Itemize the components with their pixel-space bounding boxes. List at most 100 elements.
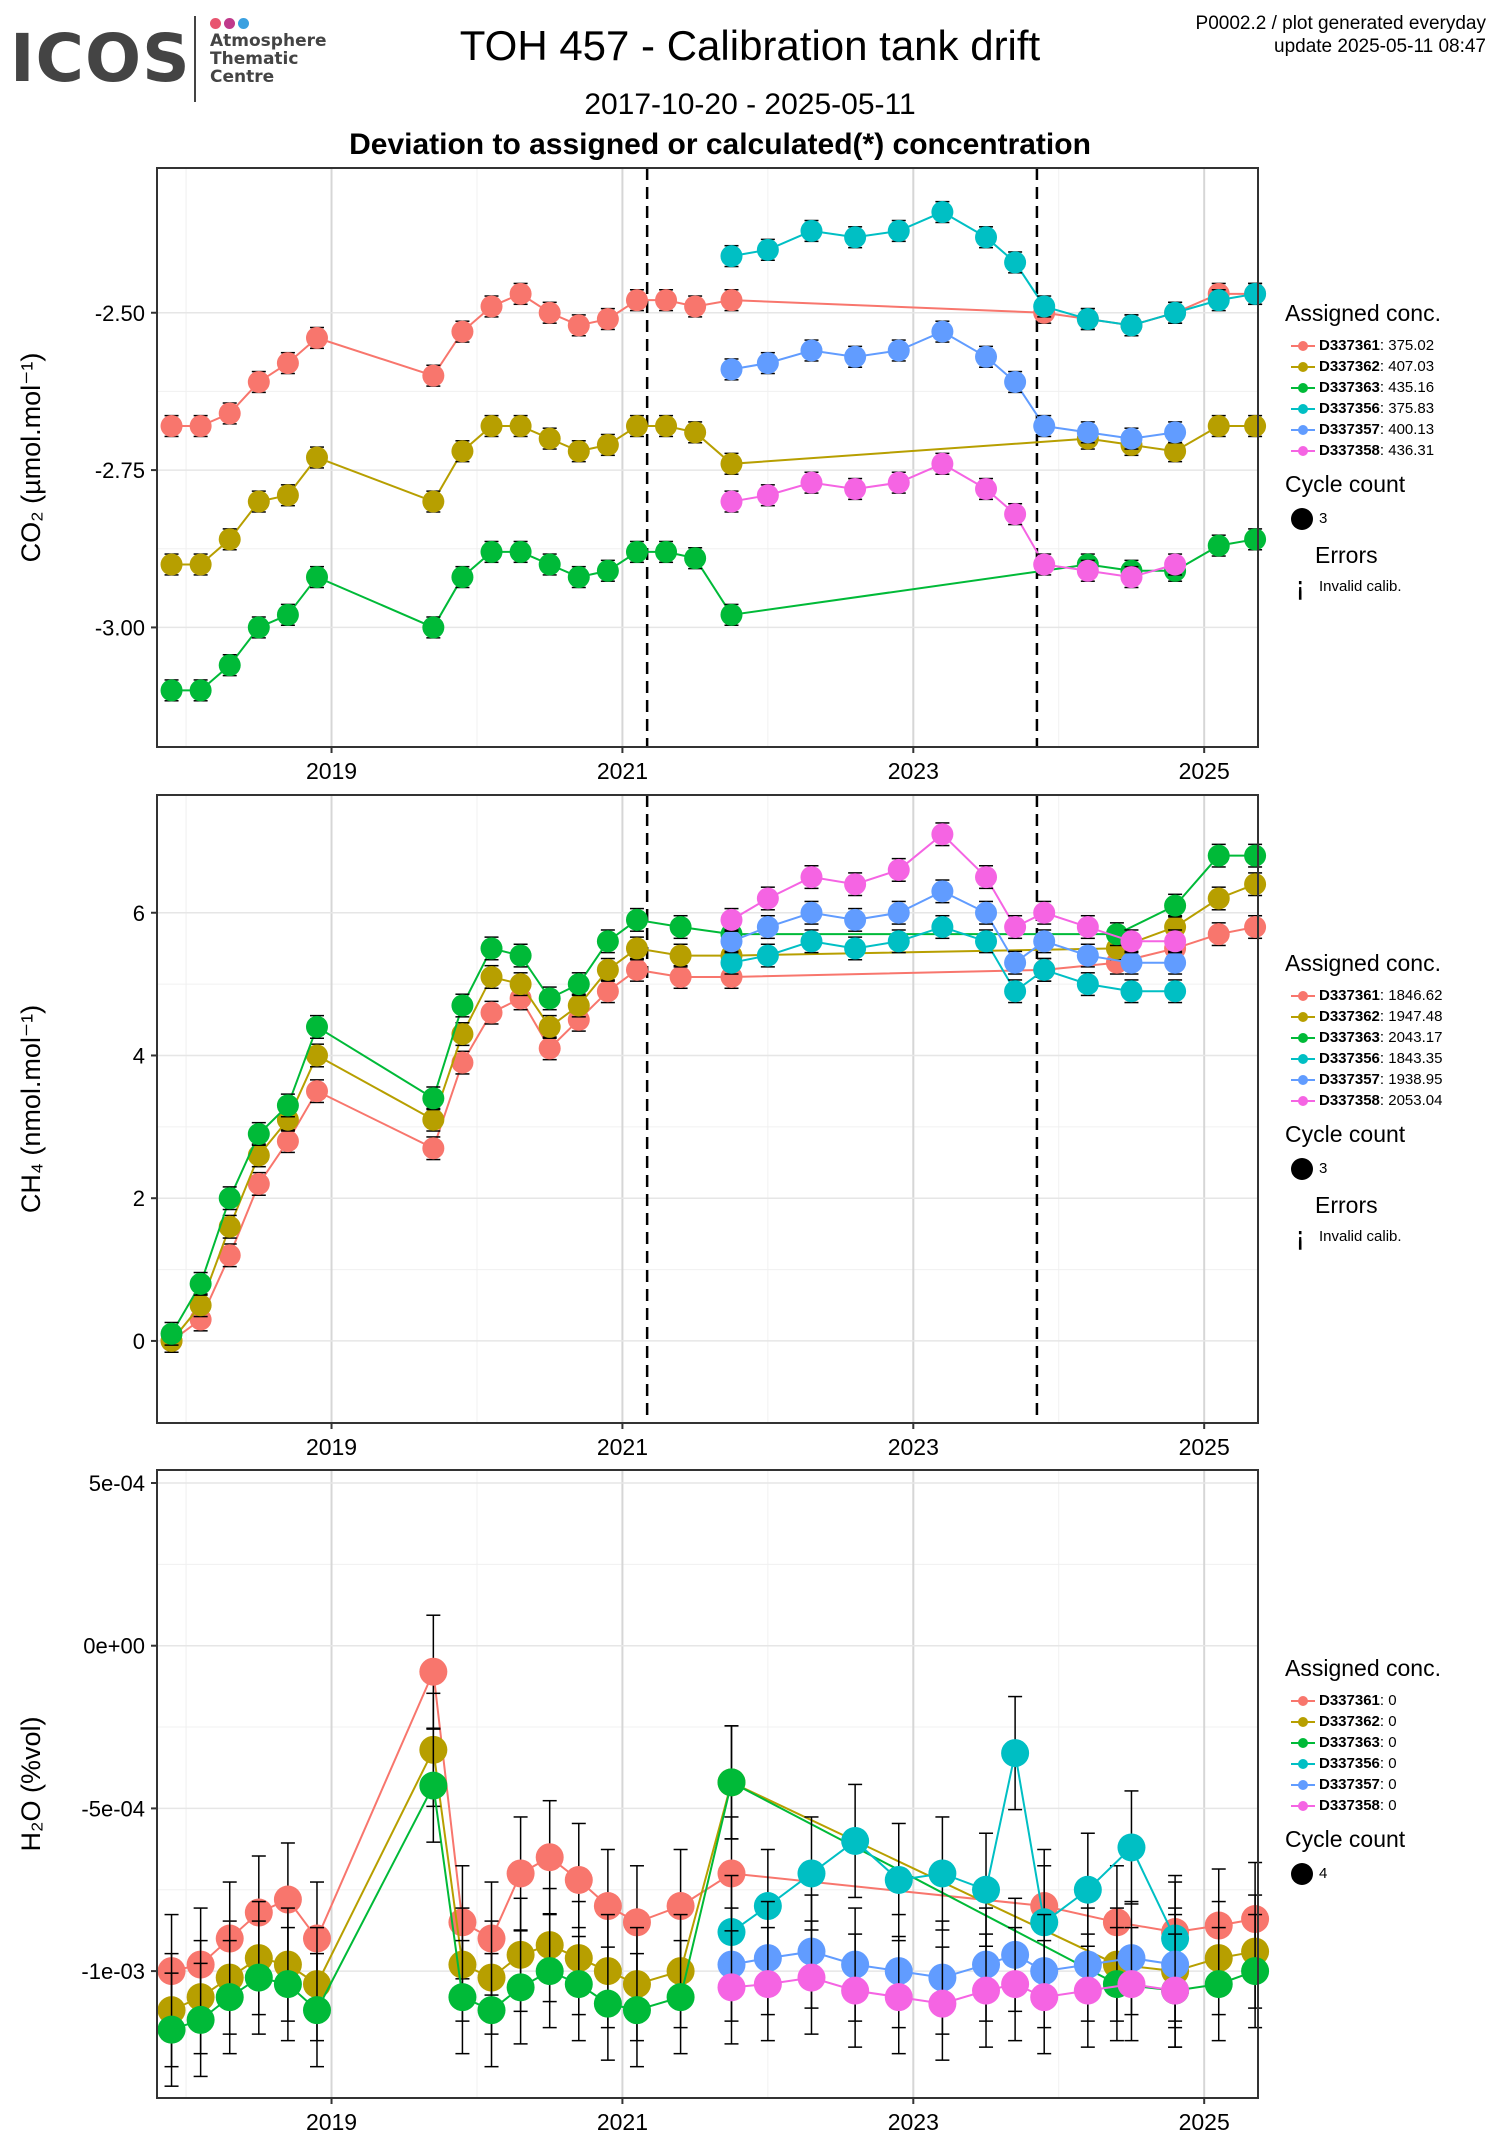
legend-entry: D337363: 0 xyxy=(1285,1732,1441,1753)
data-point xyxy=(564,1970,593,1999)
data-point xyxy=(451,1051,474,1074)
errors-title: Errors xyxy=(1315,1192,1378,1218)
data-point xyxy=(1164,980,1187,1003)
legend-swatch xyxy=(1291,341,1315,351)
data-point xyxy=(720,603,743,626)
data-point xyxy=(684,547,707,570)
legend-tank-value: 436.31 xyxy=(1388,442,1435,459)
legend-tank-id: D337362 xyxy=(1319,358,1380,375)
data-point xyxy=(844,226,867,249)
data-point xyxy=(1164,440,1187,463)
data-point xyxy=(538,987,561,1010)
x-tick-label: 2019 xyxy=(306,1434,357,1460)
data-point xyxy=(717,1768,746,1797)
generation-meta: P0002.2 / plot generated everyday update… xyxy=(1196,12,1486,58)
legend-tank-id: D337358 xyxy=(1319,442,1380,459)
legend-tank-value: 407.03 xyxy=(1388,358,1435,375)
data-point xyxy=(419,1657,448,1686)
x-tick-label: 2025 xyxy=(1179,2109,1230,2135)
legend-tank-value: 2053.04 xyxy=(1388,1092,1443,1109)
legend-tank-value: 435.16 xyxy=(1388,379,1435,396)
data-point xyxy=(1117,1970,1146,1999)
data-point xyxy=(841,1976,870,2005)
data-point xyxy=(189,679,212,702)
invalid-calib-icon: ¡ xyxy=(1295,1222,1306,1252)
data-point xyxy=(1033,901,1056,924)
series-D337357 xyxy=(720,879,1187,975)
data-point xyxy=(480,415,503,438)
legend-tank-id: D337361 xyxy=(1319,337,1380,354)
data-point xyxy=(1241,1957,1270,1986)
legend-tank-value: 400.13 xyxy=(1388,421,1435,438)
data-point xyxy=(622,1996,651,2025)
data-point xyxy=(509,944,532,967)
data-point xyxy=(1120,314,1143,337)
series-D337361 xyxy=(160,914,1267,1353)
data-point xyxy=(1076,944,1099,967)
data-point xyxy=(1004,503,1027,526)
data-point xyxy=(1244,415,1267,438)
series-D337363 xyxy=(160,843,1267,1346)
y-tick-label: 0e+00 xyxy=(83,1634,145,1659)
x-tick-label: 2021 xyxy=(597,758,648,784)
legend-entry: D337361: 0 xyxy=(1285,1690,1441,1711)
data-point xyxy=(669,916,692,939)
cycle-count-title: Cycle count xyxy=(1285,1121,1406,1147)
data-point xyxy=(596,559,619,582)
data-point xyxy=(844,345,867,368)
icos-logo: ICOS Atmosphere Thematic Centre xyxy=(10,14,340,104)
series-D337362 xyxy=(160,872,1267,1353)
x-tick-label: 2021 xyxy=(597,2109,648,2135)
data-point xyxy=(625,908,648,931)
errors-title: Errors xyxy=(1315,542,1378,568)
data-point xyxy=(844,908,867,931)
series-D337356 xyxy=(720,200,1267,337)
data-point xyxy=(972,1875,1001,1904)
legend-tank-value: 0 xyxy=(1388,1776,1397,1793)
data-point xyxy=(800,471,823,494)
data-point xyxy=(160,1322,183,1345)
data-point xyxy=(273,1970,302,1999)
legend-swatch xyxy=(1291,1033,1315,1043)
data-point xyxy=(567,314,590,337)
data-point xyxy=(593,1989,622,2018)
legend-entry: D337356: 375.83 xyxy=(1285,398,1441,419)
data-point xyxy=(1073,1875,1102,1904)
cycle-count-value: 4 xyxy=(1319,1865,1328,1882)
data-point xyxy=(480,1001,503,1024)
data-point xyxy=(538,427,561,450)
data-point xyxy=(756,916,779,939)
data-point xyxy=(218,402,241,425)
legend-entry: D337357: 0 xyxy=(1285,1774,1441,1795)
legend-entry: D337358: 436.31 xyxy=(1285,440,1441,461)
data-point xyxy=(931,823,954,846)
legend-tank-id: D337363 xyxy=(1319,379,1380,396)
legend-title: Assigned conc. xyxy=(1285,950,1441,976)
data-point xyxy=(247,1144,270,1167)
data-point xyxy=(448,1983,477,2012)
errors-label: Invalid calib. xyxy=(1319,578,1402,595)
data-point xyxy=(666,1983,695,2012)
data-point xyxy=(1120,951,1143,974)
chart-subtitle: Deviation to assigned or calculated(*) c… xyxy=(349,128,1091,161)
legend-tank-id: D337363 xyxy=(1319,1734,1380,1751)
data-point xyxy=(1164,553,1187,576)
legend-tank-id: D337362 xyxy=(1319,1008,1380,1025)
series-D337358 xyxy=(720,822,1187,954)
data-point xyxy=(567,440,590,463)
logo-dots-icon xyxy=(210,16,252,34)
series-D337358 xyxy=(717,1920,1190,2061)
data-point xyxy=(800,901,823,924)
data-point xyxy=(451,994,474,1017)
data-point xyxy=(1033,553,1056,576)
data-point xyxy=(422,1087,445,1110)
data-point xyxy=(720,930,743,953)
data-point xyxy=(218,654,241,677)
data-point xyxy=(931,201,954,224)
y-tick-label: 6 xyxy=(133,901,145,926)
logo-subtitle-line: Centre xyxy=(210,67,275,87)
data-point xyxy=(753,1970,782,1999)
meta-line: update 2025-05-11 08:47 xyxy=(1274,36,1486,57)
data-point xyxy=(567,973,590,996)
data-point xyxy=(422,364,445,387)
